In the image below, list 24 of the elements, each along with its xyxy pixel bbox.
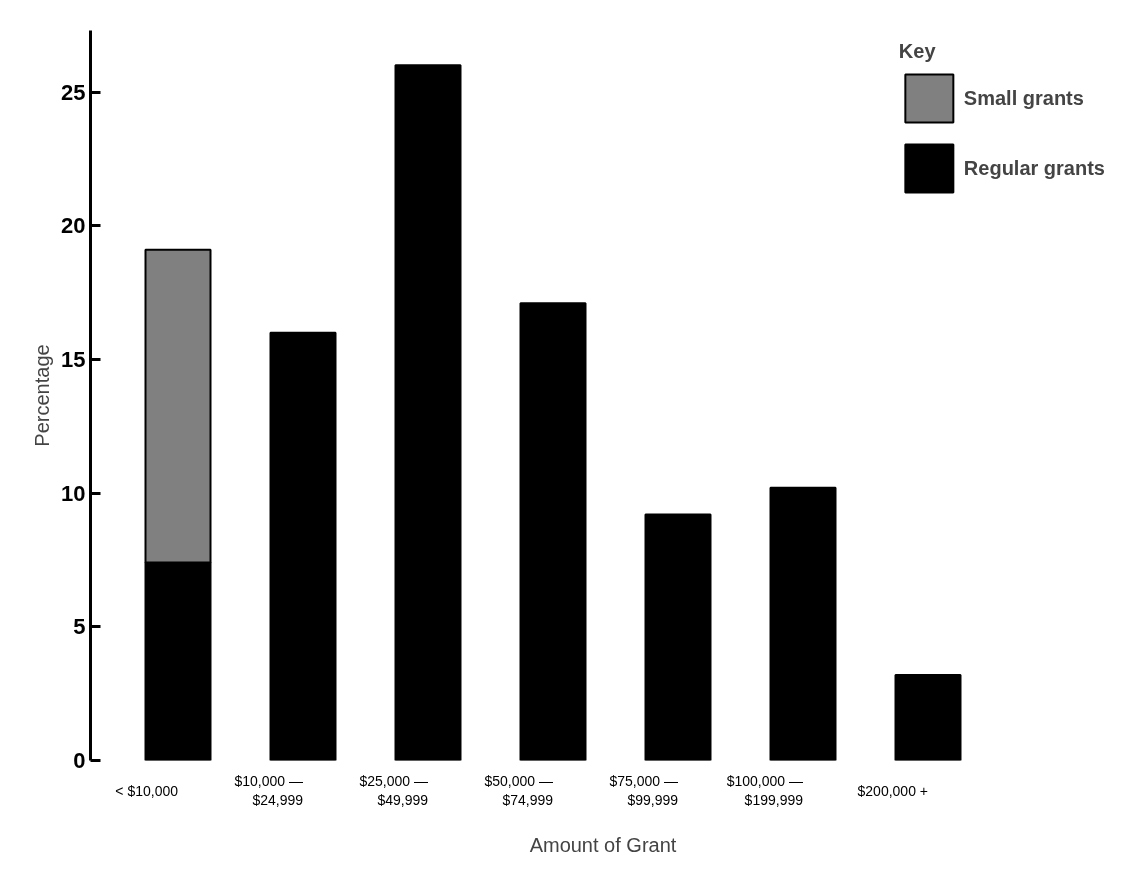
x-tick-label: $75,000 — $99,999 [609,772,679,809]
y-tick-label: 15 [61,346,86,372]
bar [394,64,462,761]
x-tick-label: $200,000 + [857,782,929,799]
bar [894,673,962,761]
legend-title: Key [898,40,937,63]
bar [769,486,837,761]
bar [644,513,712,761]
x-tick-label: < $10,000 [115,782,179,799]
bar [269,331,337,761]
bar [519,302,587,761]
x-tick-label: $10,000 — $24,999 [234,772,304,809]
y-tick-label: 5 [73,614,86,640]
legend-label: Regular grants [963,155,1105,181]
y-tick-label: 10 [61,480,86,506]
x-tick-label: $50,000 — $74,999 [484,772,554,809]
y-tick-label: 20 [61,213,86,239]
x-tick-label: $25,000 — $49,999 [359,772,429,809]
x-tick-label: $100,000 — $199,999 [726,772,804,809]
y-axis-title: Percentage [31,344,54,447]
legend-label: Small grants [963,85,1084,111]
x-axis-title: Amount of Grant [529,833,677,856]
y-tick-label: 25 [61,79,86,105]
y-tick-label: 0 [73,748,86,773]
